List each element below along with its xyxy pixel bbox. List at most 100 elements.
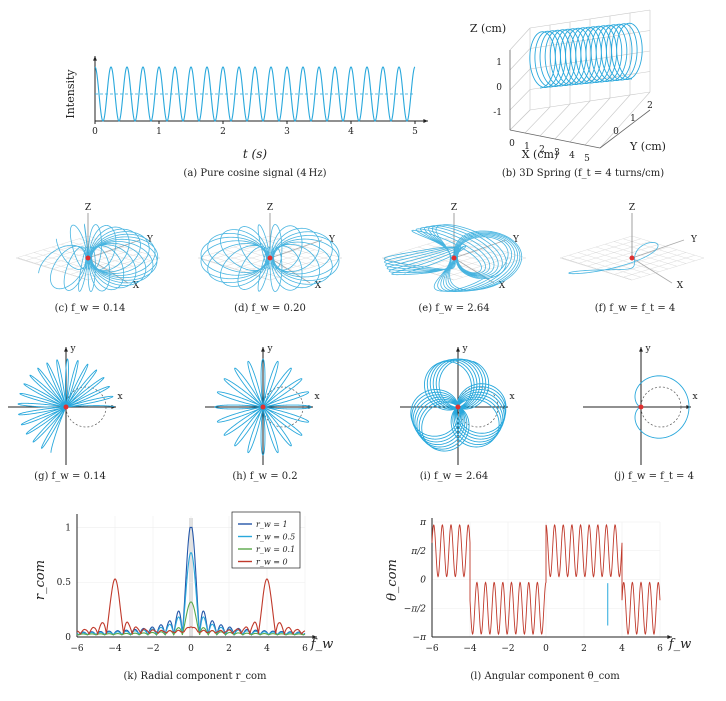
floor-grid — [251, 252, 325, 275]
y-axis-head — [639, 347, 643, 352]
trajectory-line — [383, 224, 523, 292]
floor-grid — [33, 252, 107, 275]
k-ytick-label: 1 — [65, 523, 71, 533]
b-grid — [529, 91, 651, 111]
floor-grid — [561, 257, 633, 281]
floor-grid — [17, 257, 89, 281]
l-xtick-label: 6 — [657, 644, 663, 654]
b-grid — [529, 9, 651, 29]
a-xtick-label: 2 — [220, 127, 226, 137]
l-phase-line — [431, 523, 661, 636]
floor-grid — [444, 255, 518, 278]
y-label: y — [461, 344, 468, 354]
floor-grid — [613, 241, 687, 264]
floor-grid — [60, 244, 134, 267]
k-highlight-band — [189, 518, 193, 637]
x-axis — [87, 257, 129, 284]
a-xtick-label: 3 — [284, 127, 290, 137]
b-y-axis — [599, 109, 651, 149]
b-grid — [554, 100, 591, 140]
z-label: Z — [451, 203, 457, 213]
x-axis-head — [503, 405, 508, 409]
reference-circle — [457, 386, 499, 428]
floor-grid — [260, 238, 334, 261]
floor-grid — [224, 249, 298, 272]
l-xlabel: f_w — [668, 637, 691, 652]
floor-grid — [399, 252, 473, 275]
k-legend-label: r_w = 0.5 — [256, 533, 295, 542]
trajectory-line — [214, 358, 312, 456]
y-axis — [453, 239, 507, 259]
reference-circle — [262, 386, 304, 428]
floor-grid — [51, 246, 125, 270]
floor-grid — [408, 244, 482, 267]
z-label: Z — [85, 203, 91, 213]
floor-grid — [586, 244, 660, 267]
floor-grid — [17, 257, 89, 281]
l-x-axis-head — [667, 635, 672, 639]
x-label: X — [133, 281, 140, 291]
floor-grid — [408, 249, 482, 272]
k-xtick-label: 4 — [264, 644, 270, 654]
floor-grid — [199, 257, 271, 281]
floor-grid — [577, 241, 651, 264]
x-axis — [631, 257, 673, 284]
l-xtick-label: −2 — [501, 644, 514, 654]
b-xtick-label: 1 — [524, 142, 530, 152]
caption-e: (e) f_w = 2.64 — [418, 303, 490, 314]
b-grid — [529, 50, 651, 70]
floor-grid — [561, 257, 633, 281]
b-grid — [509, 68, 531, 91]
floor-grid — [269, 257, 343, 281]
b-ztick-label: 1 — [496, 58, 502, 68]
floor-grid — [568, 255, 642, 278]
floor-grid — [390, 255, 464, 278]
floor-grid — [17, 257, 89, 281]
floor-grid — [42, 249, 116, 272]
l-ytick-label: π — [419, 518, 427, 528]
x-label: x — [509, 392, 514, 402]
center-dot — [451, 255, 457, 261]
caption-l: (l) Angular component θ_com — [470, 671, 620, 682]
floor-grid — [631, 235, 705, 259]
k-legend: r_w = 1 r_w = 0.5 r_w = 0.1 r_w = 0 — [231, 511, 301, 569]
floor-grid — [215, 252, 289, 275]
trajectory-line — [17, 358, 115, 454]
z-label: Z — [629, 203, 635, 213]
b-grid — [509, 48, 531, 71]
k-xtick-label: 6 — [302, 644, 308, 654]
floor-grid — [60, 249, 134, 272]
floor-grid — [199, 257, 271, 281]
y-axis-head — [64, 347, 68, 352]
floor-grid — [561, 257, 633, 281]
floor-grid — [17, 257, 89, 281]
floor-grid — [426, 244, 500, 267]
y-label: Y — [146, 235, 154, 245]
floor-grid — [17, 257, 89, 281]
x-label: X — [315, 281, 322, 291]
floor-grid — [78, 238, 152, 261]
panel-c: Z Y X — [15, 203, 161, 292]
floor-grid — [206, 238, 280, 261]
a-xtick-label: 4 — [348, 127, 354, 137]
floor-grid — [383, 257, 455, 281]
floor-grid — [251, 241, 325, 264]
floor-grid — [435, 241, 509, 264]
floor-grid — [561, 257, 633, 281]
floor-grid — [595, 246, 669, 270]
floor-grid — [33, 241, 107, 264]
center-dot — [629, 255, 635, 261]
floor-grid — [417, 246, 491, 270]
floor-grid — [383, 257, 455, 281]
k-legend-label: r_w = 0.1 — [256, 545, 295, 554]
y-label: Y — [328, 235, 336, 245]
floor-grid — [242, 249, 316, 272]
a-signal-line — [94, 66, 416, 122]
b-grid — [529, 30, 651, 49]
x-axis-head — [686, 405, 691, 409]
b-grid — [569, 97, 611, 143]
